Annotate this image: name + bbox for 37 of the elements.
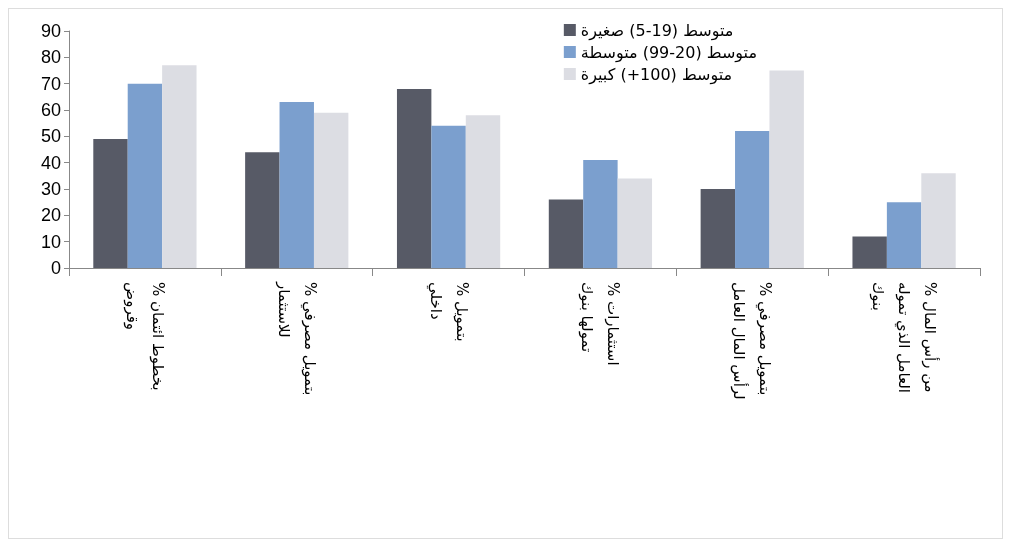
- bar: [313, 112, 349, 268]
- x-tick-label: % استثمارات تمولها بنوك: [578, 282, 623, 366]
- y-tick-label: 60: [40, 100, 61, 120]
- bar: [617, 178, 653, 268]
- bar: [886, 202, 922, 268]
- bar: [583, 160, 618, 268]
- y-tick-label: 70: [40, 73, 61, 94]
- y-tick-label: 50: [40, 126, 61, 147]
- legend-label: متوسط (20-99) متوسطة: [580, 42, 758, 63]
- bar: [700, 189, 736, 268]
- x-tick-label: % بتمويل مصرفي للاستثمار: [274, 281, 319, 396]
- bar: [396, 88, 432, 268]
- bar: [921, 173, 956, 268]
- x-tick-label: % بتمويل داخلي: [425, 282, 471, 342]
- y-tick-label: 20: [40, 205, 61, 226]
- bar: [769, 70, 804, 268]
- bar: [852, 236, 887, 268]
- bar: [245, 152, 280, 268]
- bar: [735, 131, 770, 268]
- x-tick-label: % من رأس المال العامل الذي تموله بنوك: [869, 282, 941, 394]
- bar: [548, 199, 584, 268]
- bar: [279, 102, 314, 268]
- y-tick-label: 90: [40, 21, 61, 41]
- y-tick-label: 30: [40, 179, 61, 199]
- y-tick-label: 80: [40, 47, 61, 68]
- bar: [162, 65, 197, 268]
- legend-label: متوسط (100+) كبيرة: [580, 64, 733, 85]
- x-tick-label: % بخطوط ائتمان وقروض: [122, 282, 167, 391]
- y-tick-label: 0: [50, 258, 61, 278]
- bar: [127, 83, 163, 268]
- y-tick-label: 10: [40, 231, 61, 252]
- legend-label: متوسط (19-5) صغيرة: [580, 20, 734, 41]
- y-tick-label: 40: [40, 152, 61, 173]
- x-tick-label: % بتمويل مصرفي لرأس المال العامل: [730, 282, 775, 400]
- bar: [431, 125, 466, 268]
- bar: [465, 115, 501, 268]
- bar: [93, 138, 128, 268]
